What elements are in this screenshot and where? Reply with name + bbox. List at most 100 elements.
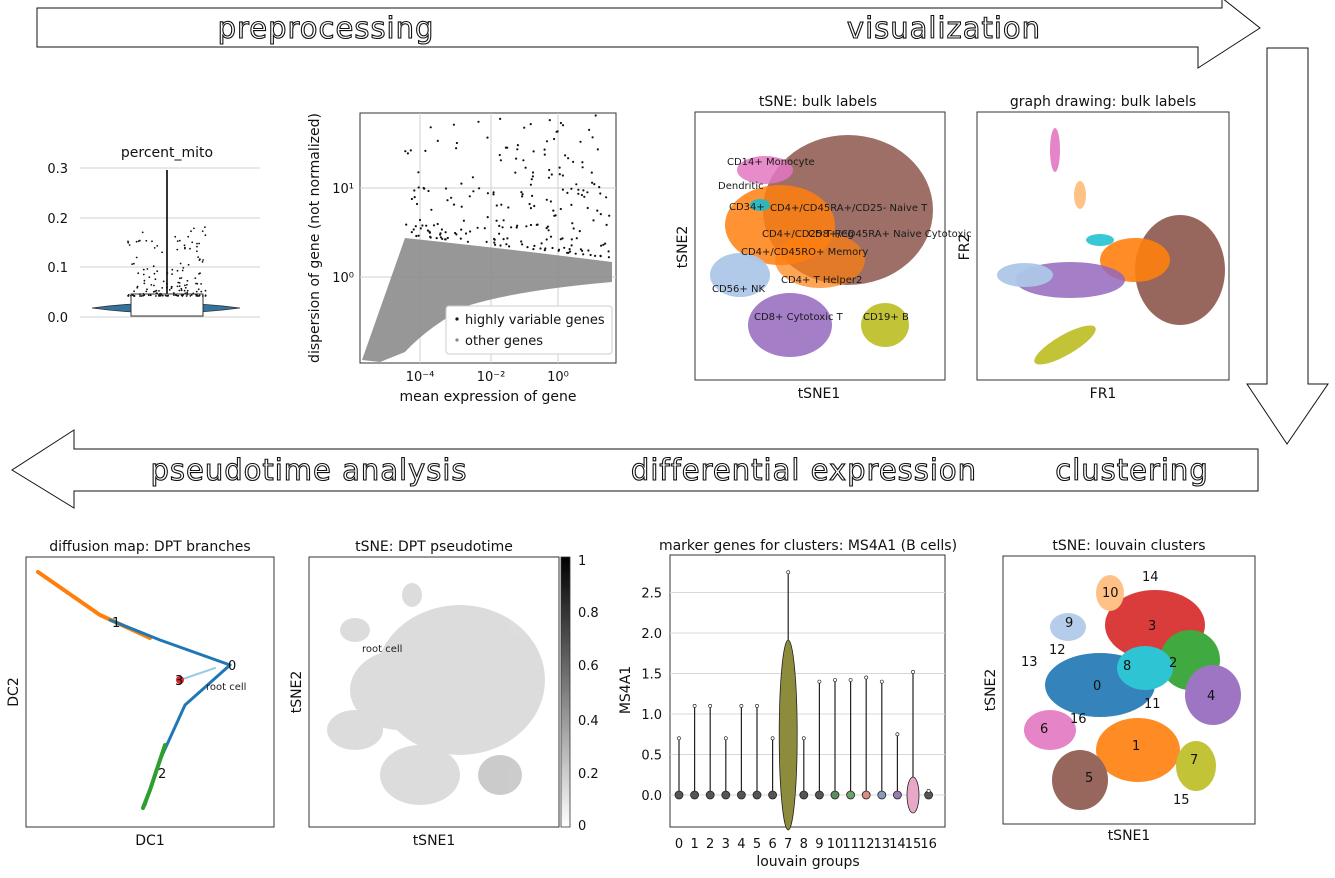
pm-point — [176, 269, 179, 272]
branch-label-0: 0 — [228, 659, 236, 674]
pm-point — [180, 277, 183, 279]
violin-ytick: 1.5 — [641, 668, 662, 683]
pm-point — [179, 262, 182, 265]
pm-point — [178, 239, 181, 242]
pm-point — [186, 283, 188, 286]
pm-point — [149, 294, 152, 296]
branch-label-3: 3 — [175, 674, 183, 689]
pm-point — [200, 290, 203, 293]
dispersion-point — [462, 219, 465, 222]
dispersion-point — [607, 256, 611, 259]
panel-dispersion: highly variable genes other genes 10⁻⁴ 1… — [307, 112, 617, 405]
pm-point — [133, 290, 136, 293]
legend-hvg: highly variable genes — [465, 313, 605, 328]
dispersion-point — [520, 240, 523, 243]
legend-other: other genes — [465, 334, 543, 349]
dispersion-point — [414, 225, 417, 228]
dispersion-point — [559, 207, 562, 211]
dispersion-point — [564, 154, 567, 157]
panel-tsne-bulk: tSNE: bulk labels CD14+ Monocyte Dendrit… — [675, 94, 972, 402]
pm-point — [197, 256, 200, 258]
disp-xlabel: mean expression of gene — [399, 389, 576, 405]
pm-point — [139, 293, 141, 296]
dispersion-point — [410, 231, 413, 234]
dispersion-point — [549, 200, 553, 203]
pm-point — [164, 294, 167, 297]
dispersion-point — [502, 219, 505, 222]
dispersion-point — [500, 203, 503, 206]
pm-point — [153, 247, 156, 249]
violin-xticks: 0 1 2 3 4 5 6 7 8 9 10 11 12 13 14 15 16 — [675, 837, 937, 852]
louvain-label-7: 7 — [1190, 753, 1198, 768]
pm-point — [195, 290, 198, 293]
violin-max-point — [708, 704, 713, 708]
branch-label-1: 1 — [112, 616, 120, 631]
diffusion-branches — [36, 570, 232, 810]
bulk-label-cd8-cytotoxic: CD8+ Cytotoxic T — [754, 312, 844, 323]
legend-marker-other — [455, 338, 459, 342]
dispersion-point — [558, 166, 561, 169]
tsne-dpt-ylabel: tSNE2 — [289, 671, 305, 714]
dispersion-point — [439, 233, 442, 236]
violin-max-point — [848, 678, 853, 682]
dispersion-point — [586, 191, 589, 194]
dispersion-point — [471, 176, 474, 179]
dispersion-point — [558, 173, 561, 176]
violin-body — [752, 790, 762, 800]
violin-body — [830, 790, 840, 800]
pm-point — [198, 273, 200, 275]
violin-xtick: 1 — [690, 837, 698, 852]
dispersion-point — [508, 245, 511, 248]
panel-percent-mito: percent_mito 0.0 0.1 0.2 0.3 — [47, 145, 260, 326]
dispersion-point — [477, 120, 480, 123]
pm-point — [145, 290, 148, 293]
dispersion-point — [532, 248, 535, 251]
violin-xtick: 14 — [889, 837, 906, 852]
violin-ytick: 0.0 — [641, 789, 662, 804]
violin-xtick: 6 — [768, 837, 776, 852]
dispersion-point — [460, 228, 463, 231]
dispersion-point — [531, 175, 535, 178]
dispersion-point — [520, 191, 523, 194]
pm-point — [142, 268, 145, 271]
dispersion-point — [592, 219, 595, 222]
dispersion-point — [478, 187, 481, 190]
dispersion-point — [483, 227, 486, 230]
pm-point — [202, 259, 205, 261]
dispersion-point — [561, 188, 565, 191]
dispersion-point — [547, 229, 550, 232]
pm-ytick-0: 0.0 — [47, 311, 68, 326]
dispersion-point — [533, 204, 536, 208]
louvain-label-0: 0 — [1093, 679, 1101, 694]
pm-point — [145, 239, 148, 242]
tsne-bulk-clusters — [710, 135, 933, 357]
louvain-ylabel: tSNE2 — [983, 669, 999, 712]
dispersion-point — [543, 249, 546, 252]
dispersion-point — [492, 191, 495, 194]
pm-point — [162, 280, 165, 283]
right-down-arrow — [1246, 47, 1329, 445]
pm-point — [180, 287, 183, 290]
diffusion-title: diffusion map: DPT branches — [49, 539, 250, 555]
dispersion-point — [498, 224, 501, 227]
diffusion-root-label: root cell — [206, 682, 246, 693]
violin-body — [893, 790, 902, 800]
bulk-label-cd8-naive: CD8+/CD45RA+ Naive Cytotoxic — [808, 229, 972, 240]
pm-point — [187, 235, 190, 238]
pm-point — [196, 250, 198, 253]
pm-point — [204, 226, 206, 229]
dispersion-point — [578, 230, 581, 233]
panel-marker-violin: marker genes for clusters: MS4A1 (B cell… — [618, 538, 957, 870]
violin-ylabel: MS4A1 — [618, 666, 634, 714]
dispersion-point — [574, 252, 577, 255]
violin-body — [906, 776, 920, 814]
cbar-tick-0: 0 — [578, 819, 586, 834]
dispersion-other-genes-cloud — [362, 238, 612, 362]
panel-diffusion-map: diffusion map: DPT branches 1 0 3 2 root… — [6, 539, 275, 849]
dispersion-point — [410, 197, 413, 201]
dispersion-point — [570, 244, 573, 247]
violin-xtick: 3 — [722, 837, 730, 852]
dispersion-point — [607, 250, 610, 253]
dispersion-point — [547, 176, 551, 179]
